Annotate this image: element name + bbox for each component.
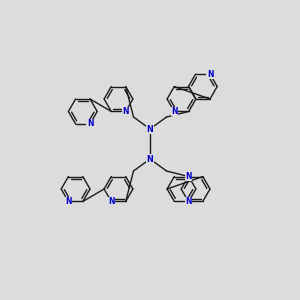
- Text: N: N: [185, 172, 192, 181]
- Text: N: N: [87, 119, 93, 128]
- Text: N: N: [185, 197, 192, 206]
- Text: N: N: [171, 107, 178, 116]
- Text: N: N: [207, 70, 213, 79]
- Text: N: N: [108, 197, 115, 206]
- Text: N: N: [65, 197, 72, 206]
- Text: N: N: [147, 154, 153, 164]
- Text: N: N: [147, 124, 153, 134]
- Text: N: N: [122, 107, 129, 116]
